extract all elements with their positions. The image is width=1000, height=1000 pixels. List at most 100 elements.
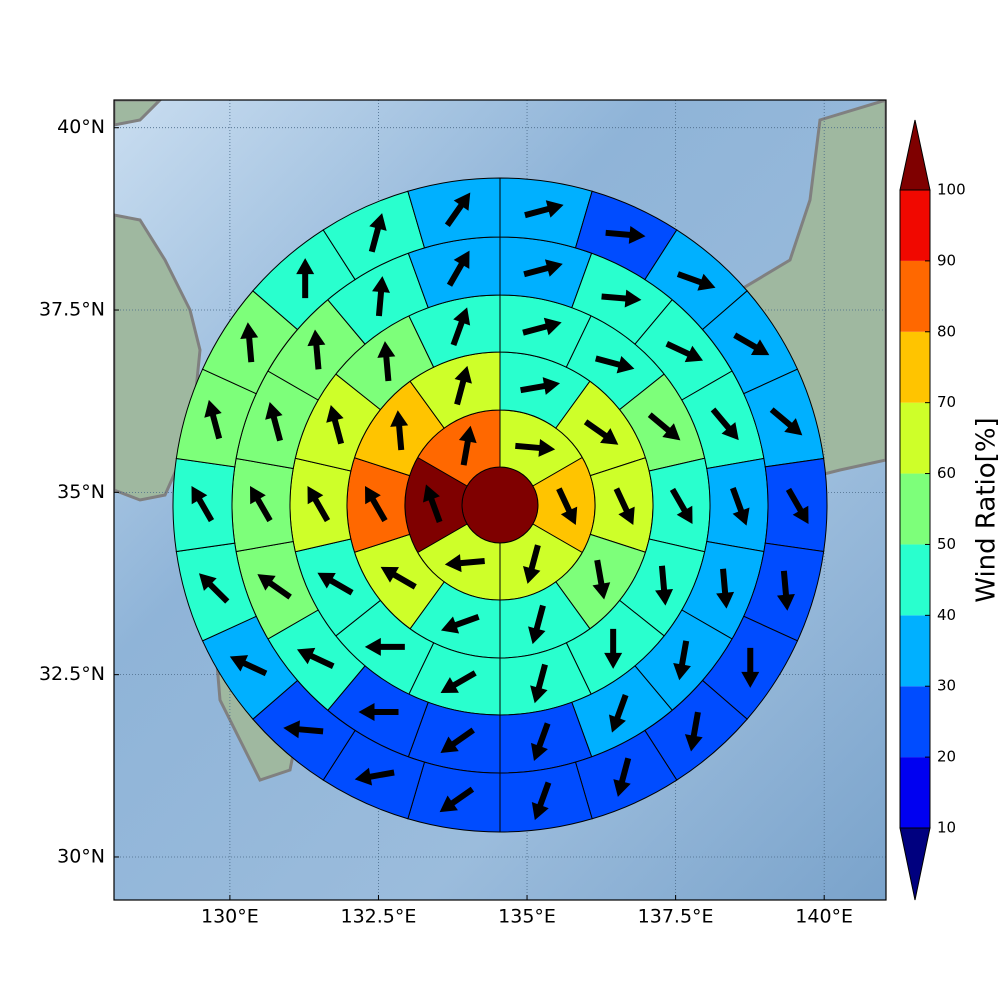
colorbar-segment bbox=[900, 260, 930, 332]
wind-arrow bbox=[296, 258, 315, 299]
wind-arrow bbox=[523, 544, 541, 584]
x-tick-label: 130°E bbox=[201, 906, 259, 928]
wind-arrow bbox=[605, 225, 646, 244]
wind-arrow bbox=[296, 647, 335, 669]
wind-arrow bbox=[390, 410, 409, 451]
wind-arrow bbox=[365, 485, 388, 523]
wind-arrow bbox=[522, 317, 562, 336]
colorbar-tick-label: 50 bbox=[937, 535, 956, 553]
colorbar-segment bbox=[900, 615, 930, 687]
wind-arrow bbox=[528, 604, 546, 645]
y-tick-label: 37.5°N bbox=[39, 299, 105, 321]
colorbar-segment bbox=[900, 190, 930, 261]
wind-arrows bbox=[191, 192, 809, 821]
colorbar-segment bbox=[900, 331, 930, 403]
colorbar-tick-label: 70 bbox=[937, 393, 956, 411]
wind-arrow bbox=[741, 647, 760, 688]
colorbar-segment bbox=[900, 544, 930, 616]
wind-arrow bbox=[450, 307, 471, 346]
wind-arrow bbox=[531, 781, 552, 821]
wind-arrow bbox=[716, 568, 735, 609]
wind-arrow bbox=[358, 702, 399, 721]
y-tick-label: 30°N bbox=[57, 845, 105, 867]
wind-arrow bbox=[283, 720, 324, 739]
wind-arrow bbox=[240, 322, 259, 363]
wind-arrow bbox=[523, 259, 563, 278]
wind-arrow bbox=[364, 637, 405, 656]
wind-arrow bbox=[440, 727, 475, 753]
wind-arrow bbox=[592, 559, 611, 600]
wind-arrow bbox=[440, 670, 477, 693]
wind-arrow bbox=[669, 487, 693, 525]
wind-arrow bbox=[777, 570, 795, 611]
wind-arrow bbox=[583, 419, 619, 445]
wind-arrow bbox=[673, 640, 691, 681]
wind-arrow bbox=[608, 694, 629, 733]
wind-arrow bbox=[354, 767, 395, 786]
wind-arrow bbox=[250, 485, 273, 523]
wind-arrow bbox=[613, 487, 635, 525]
wind-arrow bbox=[454, 365, 472, 406]
wind-arrow bbox=[307, 485, 331, 523]
wind-arrow bbox=[198, 573, 230, 604]
wind-arrow bbox=[444, 554, 485, 573]
colorbar-tick-label: 90 bbox=[937, 251, 956, 269]
wind-arrow bbox=[446, 250, 470, 287]
colorbar-label: Wind Ratio[%] bbox=[972, 417, 1000, 602]
wind-arrow bbox=[530, 722, 551, 762]
colorbar-segment bbox=[900, 686, 930, 758]
wind-arrow bbox=[730, 487, 750, 526]
y-tick-label: 32.5°N bbox=[39, 663, 105, 685]
colorbar-segment bbox=[900, 757, 930, 828]
colorbar-under bbox=[899, 827, 931, 901]
wind-arrow bbox=[458, 425, 477, 466]
wind-arrow bbox=[604, 628, 623, 669]
colorbar-tick-label: 80 bbox=[937, 322, 956, 340]
colorbar-tick-label: 10 bbox=[937, 819, 956, 837]
colorbar-over bbox=[899, 119, 931, 191]
y-tick-label: 35°N bbox=[57, 481, 105, 503]
wind-cells bbox=[172, 177, 828, 833]
x-tick-label: 137.5°E bbox=[638, 906, 714, 928]
wind-arrow bbox=[601, 289, 642, 308]
colorbar-tick-label: 20 bbox=[937, 748, 956, 766]
colorbar-segment bbox=[900, 473, 930, 545]
y-tick-label: 40°N bbox=[57, 116, 105, 138]
land-north bbox=[114, 100, 163, 127]
colorbar-tick-label: 60 bbox=[937, 464, 956, 482]
wind-arrow bbox=[326, 404, 345, 445]
wind-arrow bbox=[439, 786, 475, 813]
wind-arrow bbox=[265, 402, 283, 442]
wind-arrow bbox=[595, 355, 635, 374]
wind-arrow bbox=[769, 407, 803, 436]
wind-arrow bbox=[515, 438, 556, 457]
colorbar-tick-label: 30 bbox=[937, 677, 956, 695]
colorbar-segment bbox=[900, 402, 930, 474]
colorbar: 10 20 30 40 50 60 70 80 90 100 bbox=[899, 119, 966, 901]
wind-arrow bbox=[191, 485, 215, 523]
wind-arrow bbox=[317, 572, 354, 596]
wind-arrow bbox=[380, 566, 417, 590]
wind-arrow bbox=[257, 574, 292, 600]
plot-frame bbox=[113, 99, 887, 901]
wind-arrow bbox=[204, 399, 223, 440]
wind-arrow bbox=[530, 663, 548, 704]
wind-arrow bbox=[441, 613, 480, 634]
wind-arrow bbox=[665, 341, 704, 363]
wind-arrow bbox=[613, 757, 632, 797]
wind-arrow bbox=[785, 487, 809, 525]
wind-arrow bbox=[676, 271, 716, 291]
wind-arrow bbox=[372, 276, 390, 317]
wind-arrow bbox=[684, 711, 703, 752]
wind-arrow bbox=[229, 655, 268, 677]
colorbar-tick-label: 100 bbox=[937, 181, 966, 199]
wind-arrow bbox=[368, 213, 387, 253]
wind-arrow bbox=[520, 377, 560, 395]
wind-arrow bbox=[556, 487, 578, 525]
wind-arrow bbox=[524, 200, 564, 219]
wind-arrow bbox=[647, 412, 681, 441]
wind-arrow bbox=[655, 565, 674, 606]
x-tick-label: 135°E bbox=[498, 906, 556, 928]
colorbar-tick-label: 40 bbox=[937, 606, 956, 624]
wind-arrow bbox=[710, 407, 739, 441]
